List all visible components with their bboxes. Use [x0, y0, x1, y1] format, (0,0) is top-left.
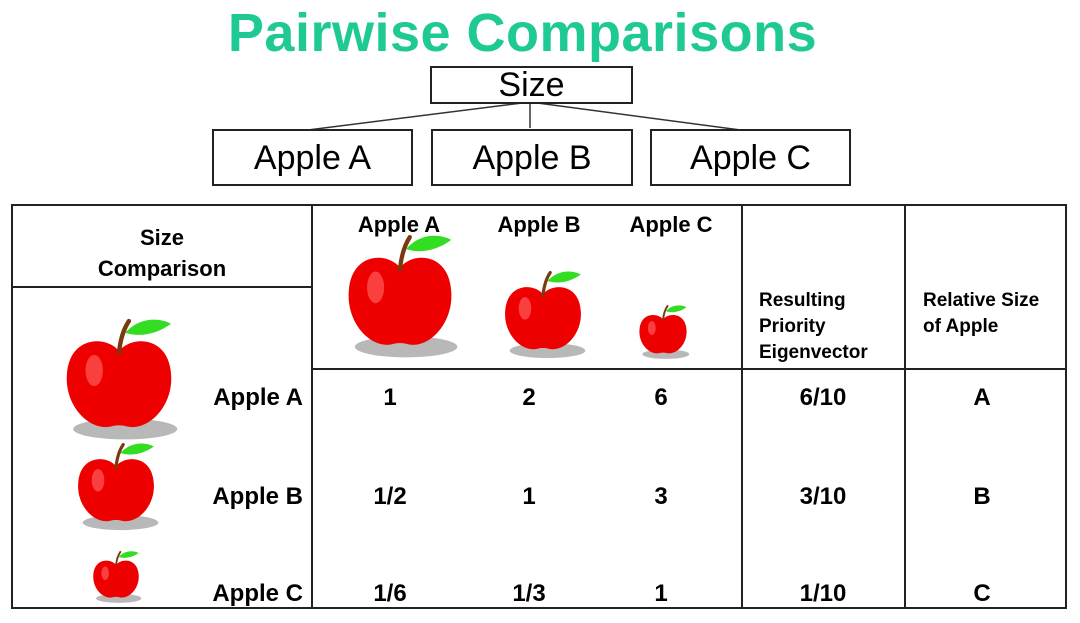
cell-c-a: 1/6: [373, 580, 407, 607]
goal-label: Size: [498, 66, 565, 104]
apple-icon: [635, 302, 691, 360]
relative-size-b: B: [973, 483, 991, 510]
corner-label-line2: Comparison: [97, 256, 227, 281]
apple-icon: [498, 266, 588, 360]
relative-size-c: C: [973, 580, 991, 607]
relative-size-header-line1: Relative Size: [923, 290, 1040, 311]
apple-icon: [57, 312, 181, 442]
relative-size-header-line2: of Apple: [923, 316, 999, 337]
apple-icon: [71, 438, 161, 532]
apple-icon: [339, 228, 461, 360]
row-label-apple-c: Apple C: [212, 580, 303, 607]
cell-b-c: 3: [654, 483, 668, 510]
eigenvector-c: 1/10: [799, 580, 847, 607]
apple-icon: [89, 548, 143, 604]
cell-c-c: 1: [654, 580, 668, 607]
row-label-apple-b: Apple B: [212, 483, 303, 510]
alternative-box-b: Apple B: [431, 129, 633, 186]
cell-a-b: 2: [522, 384, 536, 411]
relative-size-header: Relative Size of Apple: [923, 288, 1039, 340]
table-divider: [904, 206, 906, 607]
alternative-label-b: Apple B: [472, 138, 592, 177]
alternative-box-a: Apple A: [212, 129, 413, 186]
table-divider: [741, 206, 743, 607]
alternative-box-c: Apple C: [650, 129, 851, 186]
table-divider: [13, 286, 311, 288]
column-header-apple-a: Apple A: [357, 212, 441, 237]
column-header-apple-b: Apple B: [497, 212, 581, 237]
comparison-table: Size Comparison Apple A Apple B Apple C …: [11, 204, 1067, 609]
alternative-label-c: Apple C: [690, 138, 811, 177]
corner-label-line1: Size: [139, 225, 185, 250]
eigenvector-b: 3/10: [799, 483, 847, 510]
eigenvector-header-line3: Eigenvector: [759, 342, 868, 363]
corner-label: Size Comparison: [13, 222, 311, 284]
eigenvector-header: Resulting Priority Eigenvector: [759, 288, 868, 366]
cell-b-a: 1/2: [373, 483, 407, 510]
hierarchy-connectors: [299, 101, 749, 132]
goal-box: Size: [430, 66, 633, 104]
page-title: Pairwise Comparisons: [227, 3, 818, 63]
alternative-label-a: Apple A: [253, 138, 372, 177]
eigenvector-a: 6/10: [799, 384, 847, 411]
row-label-apple-a: Apple A: [213, 384, 303, 411]
table-divider: [311, 368, 1065, 370]
cell-b-b: 1: [522, 483, 536, 510]
eigenvector-header-line1: Resulting: [759, 290, 846, 311]
relative-size-a: A: [973, 384, 991, 411]
cell-c-b: 1/3: [512, 580, 546, 607]
cell-a-c: 6: [654, 384, 668, 411]
column-header-apple-c: Apple C: [629, 212, 713, 237]
table-divider: [311, 206, 313, 607]
cell-a-a: 1: [383, 384, 397, 411]
eigenvector-header-line2: Priority: [759, 316, 826, 337]
